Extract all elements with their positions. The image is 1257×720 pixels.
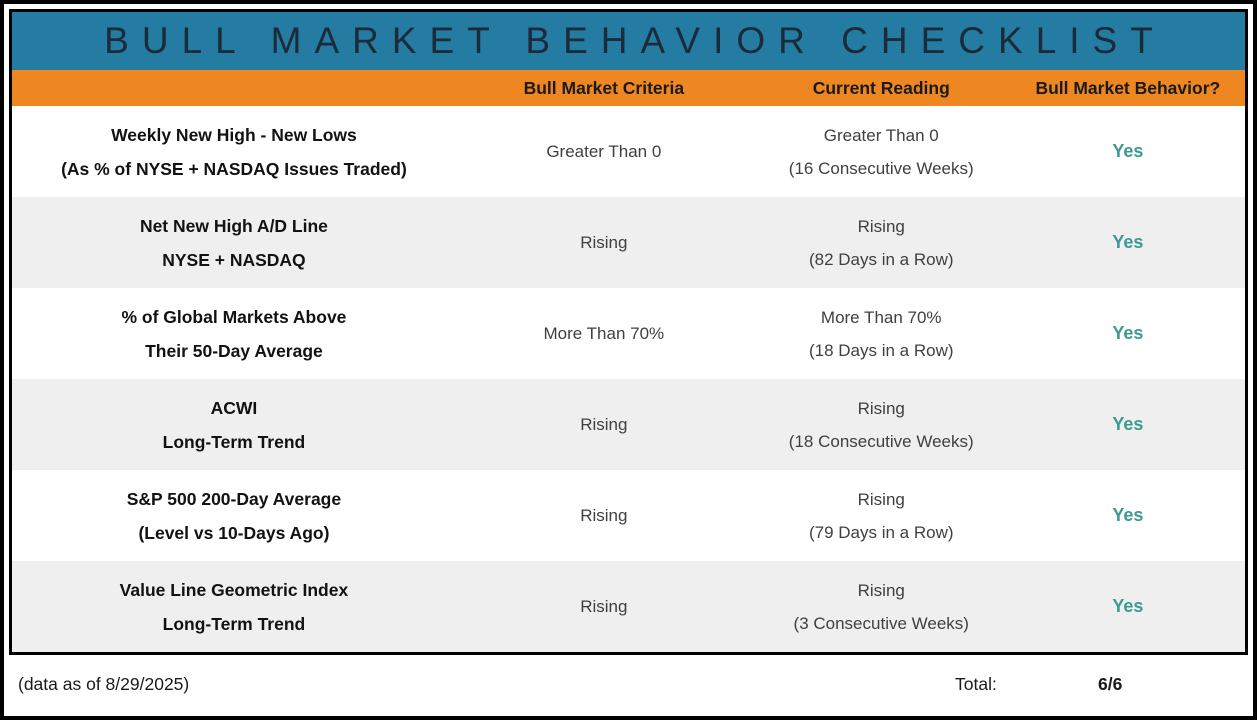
indicator-name-line2: NYSE + NASDAQ <box>162 249 306 270</box>
reading-line1: More Than 70% <box>820 307 942 327</box>
reading-line1: Rising <box>857 580 905 600</box>
reading-line1: Rising <box>857 489 905 509</box>
table-row: Net New High A/D Line NYSE + NASDAQ Risi… <box>12 197 1245 288</box>
reading-line1: Greater Than 0 <box>823 125 939 145</box>
indicator-name-line1: Weekly New High - New Lows <box>111 124 357 145</box>
table-row: ACWI Long-Term Trend Rising Rising (18 C… <box>12 379 1245 470</box>
indicator-name-line1: % of Global Markets Above <box>121 306 347 327</box>
current-reading: More Than 70% (18 Days in a Row) <box>752 301 1011 367</box>
indicator-name: Value Line Geometric Index Long-Term Tre… <box>12 573 456 641</box>
current-reading: Rising (18 Consecutive Weeks) <box>752 392 1011 458</box>
page-title: BULL MARKET BEHAVIOR CHECKLIST <box>104 20 1166 61</box>
criteria-value: Rising <box>580 415 628 434</box>
indicator-name: S&P 500 200-Day Average (Level vs 10-Day… <box>12 482 456 550</box>
header-bull-market-criteria: Bull Market Criteria <box>523 77 685 98</box>
table-row: Weekly New High - New Lows (As % of NYSE… <box>12 106 1245 197</box>
checklist-table: BULL MARKET BEHAVIOR CHECKLIST Bull Mark… <box>9 9 1248 655</box>
behavior-flag: Yes <box>1112 505 1144 525</box>
criteria-value: Rising <box>580 506 628 525</box>
behavior-flag: Yes <box>1112 323 1144 343</box>
data-as-of-note: (data as of 8/29/2025) <box>18 674 190 694</box>
header-bull-market-behavior: Bull Market Behavior? <box>1035 77 1221 98</box>
header-current-reading: Current Reading <box>812 77 950 98</box>
indicator-name-line2: Long-Term Trend <box>162 431 306 452</box>
indicator-name-line1: S&P 500 200-Day Average <box>126 488 342 509</box>
footer: (data as of 8/29/2025) Total: 6/6 <box>4 653 1253 716</box>
reading-line1: Rising <box>857 398 905 418</box>
reading-line2: (18 Days in a Row) <box>808 340 954 360</box>
indicator-name-line1: Value Line Geometric Index <box>119 579 349 600</box>
behavior-flag: Yes <box>1112 596 1144 616</box>
reading-line2: (16 Consecutive Weeks) <box>788 158 974 178</box>
current-reading: Greater Than 0 (16 Consecutive Weeks) <box>752 119 1011 185</box>
current-reading: Rising (79 Days in a Row) <box>752 483 1011 549</box>
indicator-name: ACWI Long-Term Trend <box>12 391 456 459</box>
indicator-name: Net New High A/D Line NYSE + NASDAQ <box>12 209 456 277</box>
table-row: S&P 500 200-Day Average (Level vs 10-Day… <box>12 470 1245 561</box>
indicator-name-line2: (Level vs 10-Days Ago) <box>138 522 330 543</box>
current-reading: Rising (82 Days in a Row) <box>752 210 1011 276</box>
behavior-flag: Yes <box>1112 232 1144 252</box>
total-value: 6/6 <box>1098 674 1123 694</box>
indicator-name-line2: Long-Term Trend <box>162 613 306 634</box>
reading-line2: (79 Days in a Row) <box>808 522 954 542</box>
criteria-value: Rising <box>580 233 628 252</box>
behavior-flag: Yes <box>1112 141 1144 161</box>
reading-line2: (3 Consecutive Weeks) <box>793 613 969 633</box>
reading-line2: (82 Days in a Row) <box>808 249 954 269</box>
indicator-name-line1: Net New High A/D Line <box>139 215 328 236</box>
indicator-name-line2: Their 50-Day Average <box>145 340 323 361</box>
table-row: % of Global Markets Above Their 50-Day A… <box>12 288 1245 379</box>
reading-line2: (18 Consecutive Weeks) <box>788 431 974 451</box>
criteria-value: Greater Than 0 <box>546 142 662 161</box>
total-label: Total: <box>955 674 997 694</box>
table-row: Value Line Geometric Index Long-Term Tre… <box>12 561 1245 652</box>
current-reading: Rising (3 Consecutive Weeks) <box>752 574 1011 640</box>
indicator-name-line2: (As % of NYSE + NASDAQ Issues Traded) <box>61 158 407 179</box>
indicator-name: % of Global Markets Above Their 50-Day A… <box>12 300 456 368</box>
reading-line1: Rising <box>857 216 905 236</box>
indicator-name-line1: ACWI <box>210 397 258 418</box>
table-header-row: Bull Market Criteria Current Reading Bul… <box>12 70 1245 106</box>
indicator-name: Weekly New High - New Lows (As % of NYSE… <box>12 118 456 186</box>
criteria-value: Rising <box>580 597 628 616</box>
title-banner: BULL MARKET BEHAVIOR CHECKLIST <box>12 12 1245 70</box>
criteria-value: More Than 70% <box>543 324 665 343</box>
behavior-flag: Yes <box>1112 414 1144 434</box>
